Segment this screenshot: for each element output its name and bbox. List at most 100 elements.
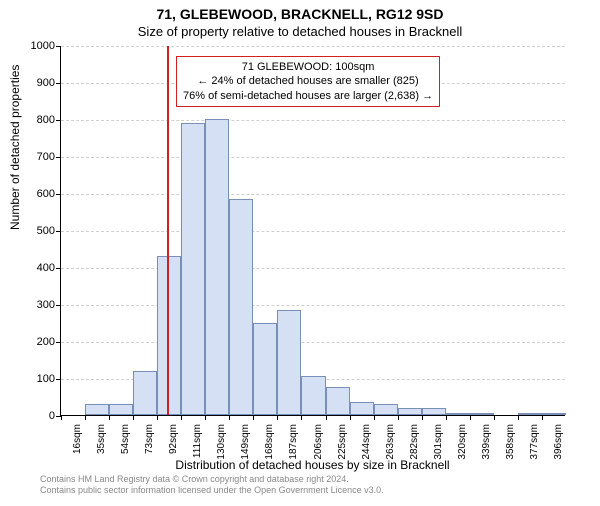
histogram-bar <box>229 199 253 415</box>
histogram-bar <box>181 123 205 415</box>
y-tick-mark <box>56 268 61 269</box>
grid-line <box>61 120 565 121</box>
x-tick-label: 282sqm <box>409 424 420 464</box>
sub-title: Size of property relative to detached ho… <box>0 24 600 39</box>
histogram-bar <box>422 408 446 415</box>
x-tick-label: 320sqm <box>457 424 468 464</box>
y-tick-mark <box>56 342 61 343</box>
annotation-box: 71 GLEBEWOOD: 100sqm ← 24% of detached ho… <box>176 56 440 107</box>
x-tick-label: 92sqm <box>168 424 179 464</box>
credit-text: Contains HM Land Registry data © Crown c… <box>40 474 384 496</box>
annotation-line-2: ← 24% of detached houses are smaller (82… <box>197 75 418 87</box>
x-tick-label: 130sqm <box>216 424 227 464</box>
chart-area: 71 GLEBEWOOD: 100sqm ← 24% of detached ho… <box>60 46 565 416</box>
y-tick-label: 1000 <box>20 40 55 52</box>
y-tick-label: 400 <box>20 262 55 274</box>
grid-line <box>61 194 565 195</box>
histogram-bar <box>85 404 109 415</box>
x-tick-mark <box>181 415 182 420</box>
x-tick-label: 225sqm <box>337 424 348 464</box>
x-tick-mark <box>326 415 327 420</box>
x-tick-mark <box>157 415 158 420</box>
credit-line-1: Contains HM Land Registry data © Crown c… <box>40 474 384 485</box>
grid-line <box>61 157 565 158</box>
histogram-bar <box>301 376 325 415</box>
y-tick-label: 200 <box>20 336 55 348</box>
y-tick-mark <box>56 46 61 47</box>
histogram-bar <box>109 404 133 415</box>
y-tick-label: 300 <box>20 299 55 311</box>
histogram-bar <box>205 119 229 415</box>
x-tick-mark <box>301 415 302 420</box>
x-tick-label: 358sqm <box>505 424 516 464</box>
main-title: 71, GLEBEWOOD, BRACKNELL, RG12 9SD <box>0 6 600 22</box>
x-tick-mark <box>253 415 254 420</box>
x-tick-label: 263sqm <box>385 424 396 464</box>
y-tick-mark <box>56 120 61 121</box>
x-tick-mark <box>205 415 206 420</box>
marker-line <box>167 46 169 415</box>
x-tick-label: 301sqm <box>433 424 444 464</box>
histogram-bar <box>326 387 350 415</box>
x-tick-mark <box>61 415 62 420</box>
x-tick-label: 377sqm <box>529 424 540 464</box>
x-tick-label: 206sqm <box>313 424 324 464</box>
x-tick-mark <box>350 415 351 420</box>
credit-line-2: Contains public sector information licen… <box>40 485 384 496</box>
x-tick-label: 244sqm <box>361 424 372 464</box>
y-tick-label: 700 <box>20 151 55 163</box>
grid-line <box>61 46 565 47</box>
x-tick-label: 54sqm <box>120 424 131 464</box>
x-tick-mark <box>446 415 447 420</box>
x-tick-label: 187sqm <box>288 424 299 464</box>
histogram-bar <box>350 402 374 415</box>
x-tick-label: 149sqm <box>240 424 251 464</box>
y-tick-label: 800 <box>20 114 55 126</box>
y-tick-label: 600 <box>20 188 55 200</box>
histogram-bar <box>446 413 470 415</box>
x-tick-mark <box>470 415 471 420</box>
x-tick-label: 168sqm <box>264 424 275 464</box>
x-tick-label: 16sqm <box>72 424 83 464</box>
y-tick-mark <box>56 231 61 232</box>
x-tick-mark <box>109 415 110 420</box>
x-tick-mark <box>494 415 495 420</box>
x-tick-label: 339sqm <box>481 424 492 464</box>
histogram-bar <box>542 413 566 415</box>
x-tick-mark <box>277 415 278 420</box>
y-tick-mark <box>56 157 61 158</box>
y-tick-label: 500 <box>20 225 55 237</box>
y-tick-label: 900 <box>20 77 55 89</box>
x-tick-mark <box>374 415 375 420</box>
histogram-bar <box>518 413 542 415</box>
x-tick-label: 396sqm <box>553 424 564 464</box>
histogram-bar <box>374 404 398 415</box>
annotation-line-1: 71 GLEBEWOOD: 100sqm <box>242 61 375 73</box>
y-tick-label: 100 <box>20 373 55 385</box>
histogram-bar <box>277 310 301 415</box>
y-tick-mark <box>56 83 61 84</box>
histogram-bar <box>398 408 422 415</box>
y-tick-mark <box>56 379 61 380</box>
y-tick-mark <box>56 305 61 306</box>
grid-line <box>61 342 565 343</box>
histogram-bar <box>133 371 157 415</box>
y-tick-label: 0 <box>20 410 55 422</box>
x-tick-label: 111sqm <box>192 424 203 464</box>
grid-line <box>61 231 565 232</box>
x-tick-label: 35sqm <box>96 424 107 464</box>
x-tick-mark <box>85 415 86 420</box>
y-tick-mark <box>56 194 61 195</box>
x-tick-mark <box>133 415 134 420</box>
plot-area: 71 GLEBEWOOD: 100sqm ← 24% of detached ho… <box>60 46 565 416</box>
y-axis-label: Number of detached properties <box>8 65 22 230</box>
x-tick-mark <box>542 415 543 420</box>
x-tick-label: 73sqm <box>144 424 155 464</box>
x-tick-mark <box>229 415 230 420</box>
x-tick-mark <box>518 415 519 420</box>
x-tick-mark <box>422 415 423 420</box>
histogram-bar <box>253 323 277 416</box>
grid-line <box>61 305 565 306</box>
annotation-line-3: 76% of semi-detached houses are larger (… <box>183 90 433 102</box>
histogram-bar <box>470 413 494 415</box>
